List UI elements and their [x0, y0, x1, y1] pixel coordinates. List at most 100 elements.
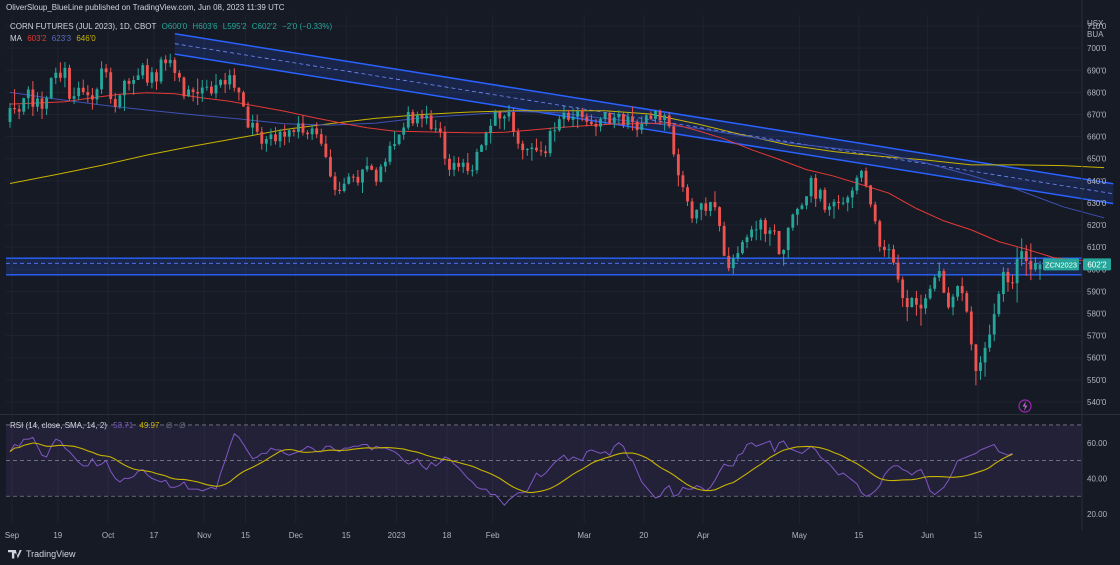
- candle[interactable]: [731, 254, 735, 275]
- candle[interactable]: [869, 184, 873, 208]
- candle[interactable]: [562, 106, 566, 128]
- candle[interactable]: [438, 122, 442, 138]
- candle[interactable]: [640, 116, 644, 134]
- candle[interactable]: [132, 75, 136, 95]
- candle[interactable]: [905, 289, 909, 322]
- candle[interactable]: [191, 87, 195, 102]
- candle[interactable]: [475, 148, 479, 174]
- candle[interactable]: [31, 81, 35, 117]
- candle[interactable]: [145, 58, 149, 86]
- candle[interactable]: [786, 227, 790, 259]
- candle[interactable]: [457, 156, 461, 172]
- candle[interactable]: [850, 187, 854, 209]
- candle[interactable]: [63, 62, 67, 88]
- candle[interactable]: [292, 127, 296, 137]
- candle[interactable]: [90, 87, 94, 110]
- candle[interactable]: [576, 106, 580, 129]
- candle[interactable]: [795, 207, 799, 226]
- candle[interactable]: [228, 69, 232, 90]
- candle[interactable]: [269, 128, 273, 146]
- candle[interactable]: [329, 149, 332, 178]
- candle[interactable]: [283, 124, 287, 146]
- candle[interactable]: [708, 201, 712, 217]
- candle[interactable]: [654, 110, 657, 123]
- candle[interactable]: [521, 140, 525, 160]
- candle[interactable]: [370, 163, 374, 171]
- candle[interactable]: [617, 110, 621, 125]
- candle[interactable]: [177, 70, 181, 82]
- candle[interactable]: [351, 173, 355, 183]
- candle[interactable]: [914, 290, 918, 316]
- candle[interactable]: [113, 92, 117, 113]
- candle[interactable]: [571, 108, 575, 128]
- candle[interactable]: [947, 287, 950, 310]
- candle[interactable]: [278, 129, 282, 148]
- candle[interactable]: [210, 81, 213, 96]
- candle[interactable]: [741, 240, 744, 255]
- candle[interactable]: [242, 90, 245, 107]
- candle[interactable]: [567, 109, 570, 122]
- candle[interactable]: [695, 209, 699, 224]
- candle[interactable]: [232, 68, 236, 92]
- candle[interactable]: [516, 128, 520, 149]
- candle[interactable]: [718, 206, 721, 232]
- candle[interactable]: [937, 262, 941, 282]
- symbol-title[interactable]: CORN FUTURES (JUL 2023), 1D, CBOT: [10, 22, 157, 31]
- candle[interactable]: [1029, 243, 1033, 281]
- candle[interactable]: [892, 244, 895, 265]
- candle[interactable]: [342, 177, 346, 193]
- candle[interactable]: [690, 198, 694, 223]
- candle[interactable]: [544, 145, 548, 158]
- candle[interactable]: [187, 85, 190, 98]
- brand-name[interactable]: TradingView: [26, 549, 76, 559]
- candle[interactable]: [626, 112, 630, 129]
- candle[interactable]: [58, 62, 62, 82]
- candle[interactable]: [388, 141, 392, 165]
- candle[interactable]: [933, 274, 937, 292]
- ma-label[interactable]: MA: [10, 34, 22, 43]
- candle[interactable]: [379, 164, 383, 183]
- candle[interactable]: [800, 203, 804, 210]
- candle[interactable]: [123, 79, 126, 111]
- candle[interactable]: [832, 198, 836, 219]
- candle[interactable]: [402, 122, 406, 140]
- candle[interactable]: [287, 128, 291, 143]
- candle[interactable]: [8, 103, 12, 128]
- candle[interactable]: [301, 115, 305, 136]
- candle[interactable]: [736, 246, 740, 262]
- candle[interactable]: [200, 80, 204, 102]
- candle[interactable]: [383, 158, 387, 173]
- candle[interactable]: [860, 169, 863, 182]
- candle[interactable]: [956, 285, 960, 301]
- candle[interactable]: [416, 111, 419, 127]
- candle[interactable]: [480, 144, 483, 152]
- candle[interactable]: [246, 101, 250, 129]
- candle[interactable]: [960, 277, 964, 302]
- candle[interactable]: [1001, 267, 1005, 302]
- candle[interactable]: [887, 243, 891, 259]
- candle[interactable]: [594, 119, 598, 136]
- candle[interactable]: [782, 249, 786, 266]
- candle[interactable]: [54, 67, 58, 85]
- candle[interactable]: [141, 62, 145, 80]
- candle[interactable]: [361, 168, 364, 193]
- candle[interactable]: [498, 111, 502, 129]
- candle[interactable]: [150, 67, 154, 89]
- candle[interactable]: [1024, 244, 1028, 276]
- candle[interactable]: [109, 67, 113, 104]
- candle[interactable]: [704, 197, 708, 216]
- candle[interactable]: [118, 94, 122, 109]
- candle[interactable]: [585, 113, 589, 127]
- candle[interactable]: [809, 175, 813, 203]
- candle[interactable]: [237, 87, 241, 101]
- candle[interactable]: [182, 76, 186, 100]
- candle[interactable]: [1034, 257, 1037, 272]
- candle[interactable]: [429, 110, 433, 131]
- candle[interactable]: [40, 91, 44, 119]
- candle[interactable]: [95, 87, 99, 105]
- candle[interactable]: [837, 194, 840, 210]
- candle[interactable]: [251, 114, 255, 136]
- candle[interactable]: [1011, 274, 1014, 289]
- candle[interactable]: [773, 224, 776, 236]
